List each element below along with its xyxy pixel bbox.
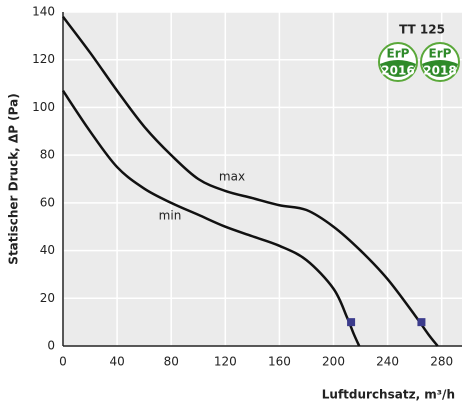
y-tick-label: 60 xyxy=(40,195,55,209)
badge-top: ErP xyxy=(429,47,452,61)
badge-year: 2018 xyxy=(423,64,456,78)
y-tick-label: 140 xyxy=(32,5,55,19)
badge-top: ErP xyxy=(387,47,410,61)
x-axis-label: Luftdurchsatz, m³/h xyxy=(322,388,455,402)
y-tick-label: 120 xyxy=(32,52,55,66)
x-tick-label: 80 xyxy=(164,355,179,369)
badge-year: 2016 xyxy=(381,64,414,78)
x-tick-label: 280 xyxy=(430,355,453,369)
y-tick-label: 40 xyxy=(40,243,55,257)
x-tick-label: 120 xyxy=(214,355,237,369)
curve xyxy=(62,16,439,347)
x-tick-label: 160 xyxy=(268,355,291,369)
operating-point xyxy=(417,318,426,327)
curve-label: min xyxy=(159,209,182,223)
x-tick-label: 0 xyxy=(59,355,67,369)
x-tick-label: 200 xyxy=(322,355,345,369)
curve xyxy=(61,90,361,347)
y-tick-label: 0 xyxy=(47,339,55,353)
y-tick-label: 100 xyxy=(32,100,55,114)
erp-badge: ErP 2018 xyxy=(420,42,460,82)
operating-point xyxy=(347,318,356,327)
chart-title: TT 125 xyxy=(399,23,445,37)
curve-label: max xyxy=(219,170,245,184)
badge-swoosh xyxy=(422,60,458,77)
x-tick-label: 240 xyxy=(376,355,399,369)
y-axis-label: Statischer Druck, ΔP (Pa) xyxy=(7,93,21,264)
erp-badge: ErP 2016 xyxy=(378,42,418,82)
badge-swoosh xyxy=(380,60,416,77)
x-tick-label: 40 xyxy=(109,355,124,369)
y-tick-label: 20 xyxy=(40,291,55,305)
y-tick-label: 80 xyxy=(40,148,55,162)
